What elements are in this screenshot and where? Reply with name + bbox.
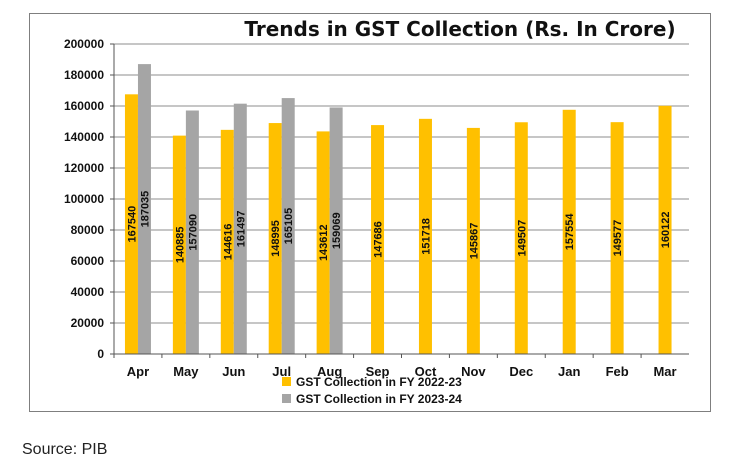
y-tick-label: 40000 [71, 285, 105, 299]
source-note: Source: PIB [22, 441, 108, 458]
y-tick-label: 100000 [64, 192, 104, 206]
y-tick-label: 180000 [64, 68, 104, 82]
x-tick-label: Feb [606, 364, 629, 379]
data-label: 160122 [660, 212, 672, 249]
bar-fy-2022-23 [220, 129, 234, 354]
legend-swatch [282, 377, 291, 386]
data-label: 143612 [318, 224, 330, 261]
data-label: 187035 [139, 191, 151, 228]
y-tick-label: 20000 [71, 316, 105, 330]
x-tick-label: Jun [222, 364, 245, 379]
bar-fy-2022-23 [610, 122, 624, 355]
data-label: 148995 [270, 220, 282, 257]
x-tick-label: Dec [509, 364, 533, 379]
x-tick-label: Apr [127, 364, 149, 379]
bar-fy-2023-24 [233, 103, 247, 354]
x-tick-label: May [173, 364, 199, 379]
bar-fy-2023-24 [137, 64, 151, 354]
legend-swatch [282, 394, 291, 403]
bar-fy-2022-23 [418, 118, 432, 354]
data-label: 145867 [468, 223, 480, 260]
data-label: 151718 [420, 218, 432, 255]
bar-fy-2022-23 [658, 105, 672, 354]
bar-fy-2022-23 [514, 122, 528, 354]
bar-fy-2023-24 [281, 98, 295, 354]
x-tick-label: Sep [366, 364, 390, 379]
y-tick-label: 80000 [71, 223, 105, 237]
y-tick-label: 60000 [71, 254, 105, 268]
data-label: 140885 [174, 226, 186, 263]
bar-fy-2023-24 [329, 107, 343, 354]
legend-label: GST Collection in FY 2022-23 [296, 375, 462, 389]
bar-fy-2022-23 [124, 94, 138, 355]
data-label: 149577 [612, 220, 624, 257]
y-tick-label: 200000 [64, 37, 104, 51]
x-tick-label: Jan [558, 364, 580, 379]
bar-fy-2022-23 [268, 123, 282, 355]
bar-fy-2022-23 [316, 131, 330, 354]
bar-fy-2022-23 [562, 109, 576, 355]
y-tick-label: 120000 [64, 161, 104, 175]
bar-fy-2022-23 [466, 127, 480, 354]
x-tick-label: Jul [272, 364, 291, 379]
bar-fy-2023-24 [185, 110, 199, 354]
data-label: 159069 [331, 212, 343, 249]
x-tick-label: Mar [653, 364, 676, 379]
chart-title: Trends in GST Collection (Rs. In Crore) [244, 17, 675, 41]
legend: GST Collection in FY 2022-23 GST Collecti… [282, 375, 462, 406]
bar-chart: Trends in GST Collection (Rs. In Crore) … [64, 17, 689, 406]
data-label: 149507 [516, 220, 528, 257]
data-label: 157554 [564, 213, 576, 251]
data-label: 167540 [126, 206, 138, 243]
y-tick-label: 0 [97, 347, 104, 361]
data-label: 161497 [235, 210, 247, 247]
data-label: 144616 [222, 224, 234, 261]
x-tick-label: Nov [461, 364, 486, 379]
x-tick-label: Oct [415, 364, 437, 379]
y-tick-label: 160000 [64, 99, 104, 113]
legend-label: GST Collection in FY 2023-24 [296, 392, 462, 406]
bar-fy-2022-23 [172, 135, 186, 354]
bar-fy-2022-23 [371, 125, 385, 354]
x-tick-label: Aug [317, 364, 342, 379]
data-label: 165105 [283, 208, 295, 245]
chart-frame: Trends in GST Collection (Rs. In Crore) … [29, 13, 711, 412]
y-tick-label: 140000 [64, 130, 104, 144]
data-label: 147686 [373, 221, 385, 258]
data-label: 157090 [187, 214, 199, 251]
